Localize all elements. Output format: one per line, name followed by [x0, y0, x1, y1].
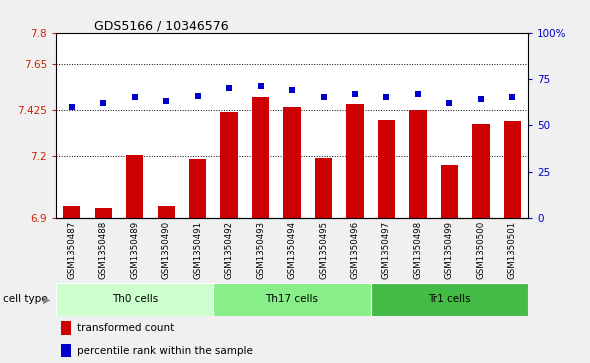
Bar [56, 283, 214, 316]
Bar [189, 159, 206, 218]
Bar [94, 208, 112, 218]
Bar [409, 110, 427, 218]
Bar [126, 155, 143, 218]
Bar [441, 165, 458, 218]
Bar [472, 124, 490, 218]
Text: GSM1350489: GSM1350489 [130, 221, 139, 279]
Point [99, 100, 108, 106]
Text: GSM1350501: GSM1350501 [508, 221, 517, 279]
Text: cell type: cell type [3, 294, 48, 305]
Text: GSM1350499: GSM1350499 [445, 221, 454, 279]
Bar [61, 344, 71, 357]
Point [319, 95, 328, 101]
Text: GSM1350492: GSM1350492 [225, 221, 234, 279]
Point [67, 104, 77, 110]
Text: GSM1350490: GSM1350490 [162, 221, 171, 279]
Text: Th0 cells: Th0 cells [112, 294, 158, 305]
Text: GSM1350496: GSM1350496 [350, 221, 359, 279]
Text: GSM1350491: GSM1350491 [193, 221, 202, 279]
Text: GSM1350487: GSM1350487 [67, 221, 76, 279]
Text: GSM1350498: GSM1350498 [414, 221, 422, 279]
Bar [378, 120, 395, 218]
Point [507, 95, 517, 101]
Bar [504, 121, 521, 218]
Point [382, 95, 391, 101]
Bar [315, 158, 332, 218]
Text: ▶: ▶ [43, 294, 51, 305]
Point [193, 93, 202, 98]
Bar [158, 207, 175, 218]
Bar [346, 103, 363, 218]
Text: GSM1350488: GSM1350488 [99, 221, 108, 279]
Text: GDS5166 / 10346576: GDS5166 / 10346576 [94, 20, 229, 33]
Text: GSM1350500: GSM1350500 [476, 221, 486, 279]
Bar [252, 97, 269, 218]
Text: GSM1350495: GSM1350495 [319, 221, 328, 279]
Text: Tr1 cells: Tr1 cells [428, 294, 471, 305]
Point [256, 83, 266, 89]
Point [445, 100, 454, 106]
Point [130, 95, 139, 101]
Text: Th17 cells: Th17 cells [266, 294, 319, 305]
Text: GSM1350493: GSM1350493 [256, 221, 265, 279]
Bar [221, 112, 238, 218]
Bar [214, 283, 371, 316]
Bar [371, 283, 528, 316]
Point [287, 87, 297, 93]
Bar [283, 107, 301, 218]
Text: GSM1350497: GSM1350497 [382, 221, 391, 279]
Text: percentile rank within the sample: percentile rank within the sample [77, 346, 253, 356]
Bar [61, 322, 71, 335]
Point [476, 97, 486, 102]
Text: GSM1350494: GSM1350494 [287, 221, 297, 279]
Bar [63, 207, 80, 218]
Point [224, 85, 234, 91]
Point [350, 91, 360, 97]
Point [413, 91, 422, 97]
Point [162, 98, 171, 104]
Text: transformed count: transformed count [77, 323, 175, 333]
